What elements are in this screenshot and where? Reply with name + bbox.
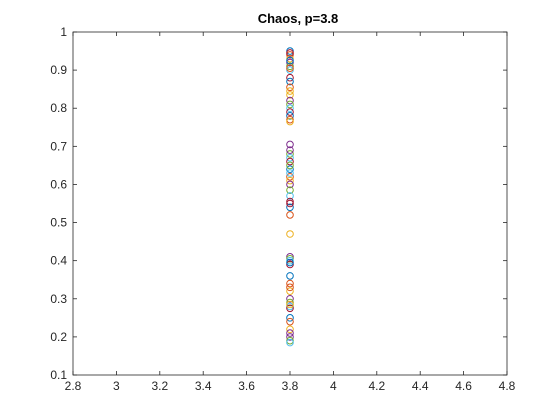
y-tick-label: 0.4 — [50, 254, 67, 268]
scatter-point — [286, 66, 294, 74]
scatter-point — [286, 104, 294, 113]
x-tick-label: 3 — [113, 379, 120, 393]
scatter-point — [286, 283, 294, 292]
scatter-point — [286, 294, 294, 303]
scatter-point — [286, 157, 294, 166]
y-tick-label: 0.3 — [50, 292, 67, 306]
x-tick-label: 3.6 — [238, 379, 255, 393]
scatter-point — [286, 325, 294, 334]
scatter-point — [286, 47, 294, 55]
scatter-point — [286, 169, 294, 177]
x-axis: 2.8 3 3.2 3.4 3.6 3.8 4 4.2 4.4 4.6 4.8 — [65, 32, 516, 393]
scatter-point — [286, 140, 294, 149]
scatter-point — [286, 279, 294, 288]
scatter-point — [286, 300, 294, 309]
scatter-point — [286, 302, 294, 311]
scatter-point — [286, 260, 294, 269]
scatter-point — [286, 64, 294, 73]
scatter-point — [286, 108, 294, 116]
x-tick-label: 4.4 — [412, 379, 429, 393]
scatter-point — [286, 96, 294, 105]
scatter-point — [286, 58, 294, 67]
y-tick-label: 0.2 — [50, 330, 67, 344]
scatter-point — [286, 304, 294, 313]
scatter-point — [286, 77, 294, 86]
scatter-point — [286, 173, 294, 181]
x-tick-label: 3.2 — [151, 379, 168, 393]
scatter-point — [286, 336, 294, 345]
scatter-point — [286, 62, 294, 71]
y-tick-label: 1 — [60, 25, 67, 39]
scatter-point — [286, 338, 294, 347]
scatter-point — [286, 165, 294, 173]
x-tick-label: 3.4 — [195, 379, 212, 393]
scatter-point — [286, 329, 294, 337]
plot-area — [72, 31, 508, 376]
y-axis: 0.1 0.2 0.3 0.4 0.5 0.6 0.7 0.8 0.9 1 — [50, 25, 507, 382]
scatter-point — [286, 161, 294, 170]
scatter-point — [286, 49, 294, 57]
scatter-point — [286, 54, 294, 63]
scatter-point — [286, 153, 294, 162]
y-tick-label: 0.9 — [50, 63, 67, 77]
scatter-point — [286, 298, 294, 307]
scatter-point — [286, 180, 294, 189]
x-tick-label: 4.8 — [499, 379, 516, 393]
scatter-point — [286, 56, 294, 65]
y-tick-label: 0.6 — [50, 177, 67, 191]
x-tick-label: 2.8 — [65, 379, 82, 393]
scatter-point — [286, 73, 294, 82]
scatter-point — [286, 91, 294, 99]
scatter-point — [286, 256, 294, 265]
scatter-point — [286, 317, 294, 326]
scatter-point — [286, 117, 294, 126]
scatter-point — [286, 87, 294, 95]
scatter-point — [286, 192, 294, 200]
y-tick-label: 0.1 — [50, 368, 67, 382]
scatter-point — [286, 287, 294, 295]
chart-title: Chaos, p=3.8 — [258, 11, 339, 26]
scatter-point — [286, 197, 294, 206]
scatter-point — [286, 211, 294, 219]
scatter-point — [286, 253, 294, 261]
scatter-point — [286, 83, 294, 92]
scatter-point — [286, 146, 294, 154]
y-tick-label: 0.7 — [50, 139, 67, 153]
scatter-point — [286, 272, 294, 280]
scatter-point — [286, 230, 294, 238]
scatter-point — [286, 203, 294, 212]
scatter-point — [286, 112, 294, 120]
y-tick-label: 0.8 — [50, 101, 67, 115]
x-tick-label: 4 — [330, 379, 337, 393]
scatter-point — [286, 258, 294, 267]
scatter-point — [286, 199, 294, 208]
data-points — [286, 47, 294, 347]
y-tick-label: 0.5 — [50, 216, 67, 230]
scatter-point — [286, 115, 294, 124]
scatter-point — [286, 254, 294, 263]
scatter-point — [286, 150, 294, 158]
scatter-point — [286, 333, 294, 341]
scatter-point — [286, 51, 294, 59]
scatter-point — [286, 186, 294, 194]
x-tick-label: 4.2 — [368, 379, 385, 393]
scatter-point — [286, 100, 294, 109]
x-tick-label: 4.6 — [455, 379, 472, 393]
scatter-point — [286, 176, 294, 185]
x-tick-label: 3.8 — [282, 379, 299, 393]
scatter-point — [286, 314, 294, 322]
